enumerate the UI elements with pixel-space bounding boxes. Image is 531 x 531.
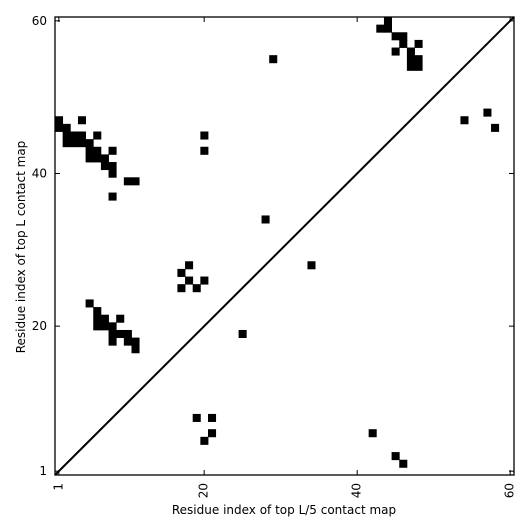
contact-cell (406, 55, 415, 64)
contact-cell (208, 413, 217, 422)
contact-cell (200, 131, 209, 140)
contact-cell (100, 314, 109, 323)
contact-cell (131, 337, 140, 346)
diagonal-line (54, 16, 515, 476)
x-tick-label: 60 (503, 483, 517, 498)
contact-cell (383, 17, 392, 26)
y-tick-label: 1 (39, 464, 47, 478)
contact-cell (200, 146, 209, 155)
contact-cell (399, 459, 408, 468)
contact-cell (200, 276, 209, 285)
contact-cell (383, 24, 392, 33)
contact-cell (55, 123, 64, 132)
y-tick-label: 60 (32, 14, 47, 28)
contact-cell (108, 329, 117, 338)
contact-cell (391, 452, 400, 461)
y-tick-label: 40 (32, 166, 47, 180)
contact-cell (491, 123, 500, 132)
contact-cell (85, 146, 94, 155)
contact-cell (93, 131, 102, 140)
contact-cell (55, 116, 64, 125)
contact-cell (269, 55, 278, 64)
plot-area: 1 20 40 60 1 20 40 60 (32, 14, 517, 498)
contact-cell (100, 154, 109, 163)
contact-cell (483, 108, 492, 117)
contact-cell (192, 413, 201, 422)
contact-cell (70, 131, 79, 140)
contact-cell (192, 284, 201, 293)
contact-cell (85, 154, 94, 163)
contact-cell (93, 307, 102, 316)
contact-cell (414, 62, 423, 71)
contact-cell (108, 169, 117, 178)
contact-cell (116, 314, 125, 323)
contact-cell (85, 299, 94, 308)
contact-cell (108, 192, 117, 201)
contact-cell (406, 47, 415, 56)
contact-cell (123, 177, 132, 186)
contact-cell (185, 276, 194, 285)
contact-cell (93, 322, 102, 331)
contact-cell (108, 322, 117, 331)
contact-cell (77, 139, 86, 148)
contact-cell (307, 261, 316, 270)
contact-cell (185, 261, 194, 270)
contact-cell (77, 131, 86, 140)
contact-cell (238, 329, 247, 338)
contact-cell (108, 146, 117, 155)
contact-cell (77, 116, 86, 125)
contact-cell (62, 123, 71, 132)
contact-cell (108, 337, 117, 346)
contact-cell (100, 162, 109, 171)
y-axis-label: Residue index of top L contact map (14, 141, 28, 354)
contact-cell (108, 162, 117, 171)
contact-cell (376, 24, 385, 33)
contact-cell (208, 429, 217, 438)
contact-cell (391, 32, 400, 41)
contact-cell (100, 322, 109, 331)
x-tick-label: 20 (197, 483, 211, 498)
contact-cell (406, 62, 415, 71)
contact-cell (62, 139, 71, 148)
contact-cell (85, 139, 94, 148)
x-axis-label: Residue index of top L/5 contact map (172, 503, 396, 517)
contact-cell (123, 337, 132, 346)
contact-cell (116, 329, 125, 338)
contact-cell (414, 55, 423, 64)
plot-frame (54, 16, 515, 476)
contact-cell (391, 47, 400, 56)
contact-cell (399, 32, 408, 41)
contact-cell (460, 116, 469, 125)
contact-cell (261, 215, 270, 224)
x-tick-label: 1 (51, 483, 65, 491)
contact-cell (414, 39, 423, 48)
contact-cell (123, 329, 132, 338)
contact-cell (177, 268, 186, 277)
contact-cell (93, 146, 102, 155)
contact-cell (399, 39, 408, 48)
contact-cell (177, 284, 186, 293)
contact-cell (200, 436, 209, 445)
contact-cell (70, 139, 79, 148)
x-tick-label: 40 (350, 483, 364, 498)
contact-cell (93, 314, 102, 323)
y-tick-label: 20 (32, 319, 47, 333)
contact-cell (368, 429, 377, 438)
contact-cell (131, 177, 140, 186)
contact-cell (131, 345, 140, 354)
contact-cell (62, 131, 71, 140)
contact-cell (93, 154, 102, 163)
